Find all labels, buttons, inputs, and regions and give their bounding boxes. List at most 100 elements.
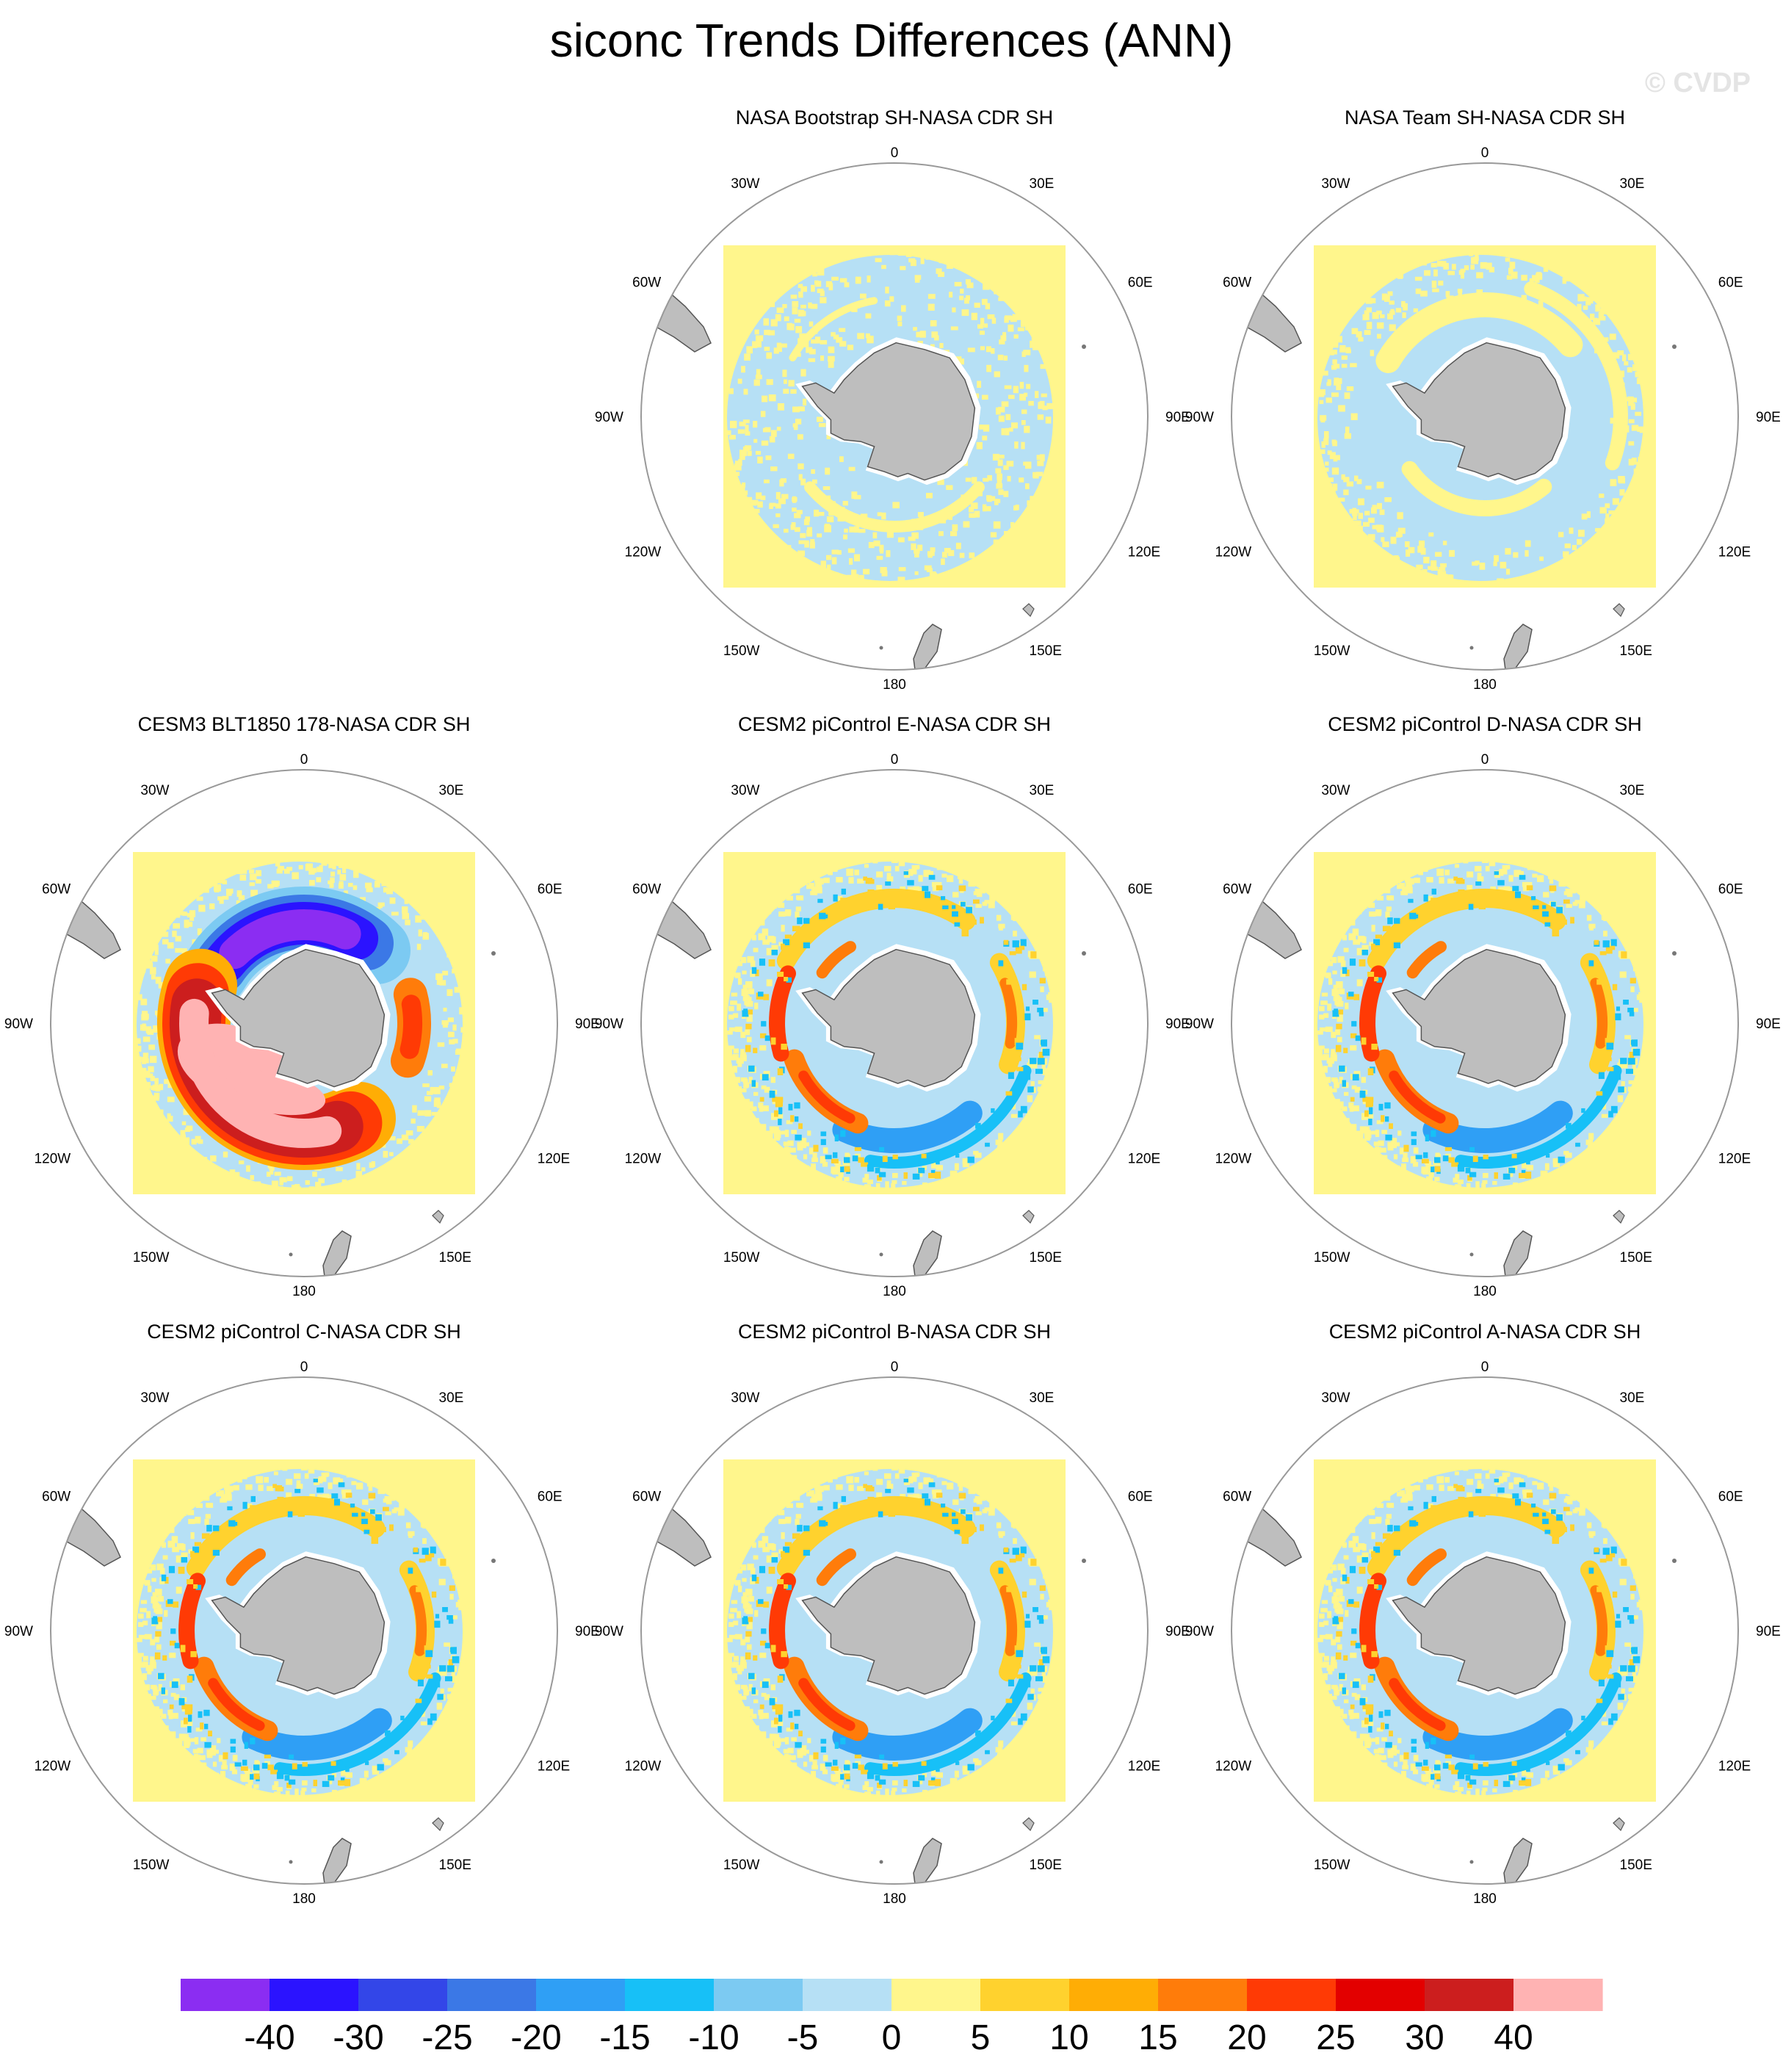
colorbar-swatch bbox=[1425, 1979, 1514, 2011]
meridian-label: 90E bbox=[1756, 1624, 1781, 1639]
antarctica-land bbox=[801, 948, 976, 1088]
meridian-label: 150W bbox=[1314, 643, 1350, 659]
meridian-label: 30E bbox=[1620, 176, 1645, 192]
meridian-label: 180 bbox=[1473, 677, 1497, 693]
colorbar-swatch bbox=[1069, 1979, 1159, 2011]
cvdp-watermark: © CVDP bbox=[1644, 68, 1751, 98]
meridian-label: 30W bbox=[1321, 783, 1350, 798]
meridian-label: 60E bbox=[1128, 275, 1153, 291]
meridian-label: 30E bbox=[1030, 1390, 1055, 1406]
meridian-label: 150E bbox=[1620, 1250, 1652, 1266]
meridian-label: 90W bbox=[4, 1017, 33, 1032]
meridian-label: 0 bbox=[1481, 145, 1489, 161]
meridian-label: 60W bbox=[42, 1490, 70, 1505]
meridian-label: 0 bbox=[891, 1360, 899, 1375]
meridian-label: 0 bbox=[300, 752, 308, 768]
map-panel: 0 30E 60E 90E 120E 150E 180 150W 120W 90W 60W 30W CE… bbox=[595, 713, 1190, 1299]
meridian-label: 180 bbox=[1473, 1284, 1497, 1299]
colorbar-label: -40 bbox=[244, 2018, 294, 2057]
antarctica-land bbox=[801, 1556, 976, 1695]
antarctica-land bbox=[801, 342, 976, 481]
antarctica-land bbox=[1392, 1556, 1566, 1695]
meridian-label: 120E bbox=[1718, 545, 1751, 560]
new-zealand-land bbox=[913, 624, 942, 670]
colorbar-label: 10 bbox=[1049, 2018, 1088, 2057]
colorbar-label: -15 bbox=[599, 2018, 650, 2057]
panel-title: NASA Team SH-NASA CDR SH bbox=[1345, 107, 1625, 129]
map-frame bbox=[1231, 162, 1739, 671]
map-panel: 0 30E 60E 90E 120E 150E 180 150W 120W 90W 60W 30W CE… bbox=[4, 1321, 600, 1907]
meridian-label: 180 bbox=[883, 677, 906, 693]
colorbar-swatch bbox=[270, 1979, 359, 2011]
meridian-label: 120E bbox=[1718, 1759, 1751, 1775]
new-zealand-land bbox=[322, 1230, 352, 1277]
meridian-label: 90W bbox=[1185, 1017, 1214, 1032]
panel-title: CESM2 piControl E-NASA CDR SH bbox=[738, 713, 1051, 735]
ice-trend-field bbox=[723, 245, 1066, 588]
meridian-label: 150W bbox=[1314, 1250, 1350, 1266]
new-zealand-land bbox=[1503, 1838, 1533, 1884]
colorbar-label: -5 bbox=[787, 2018, 819, 2057]
meridian-label: 30W bbox=[1321, 176, 1350, 192]
meridian-label: 30E bbox=[1620, 1390, 1645, 1406]
meridian-label: 150E bbox=[439, 1250, 471, 1266]
meridian-label: 120E bbox=[1128, 545, 1160, 560]
meridian-label: 120W bbox=[1215, 1759, 1252, 1775]
map-panel: 0 30E 60E 90E 120E 150E 180 150W 120W 90W 60W 30W CE… bbox=[595, 1321, 1190, 1907]
antarctica-land bbox=[211, 948, 386, 1088]
colorbar-swatch bbox=[803, 1979, 892, 2011]
colorbar-label: 30 bbox=[1405, 2018, 1444, 2057]
new-zealand-land bbox=[1503, 1230, 1533, 1277]
meridian-label: 150E bbox=[1620, 643, 1652, 659]
colorbar-label: 40 bbox=[1494, 2018, 1533, 2057]
meridian-label: 150E bbox=[1030, 643, 1062, 659]
meridian-label: 90E bbox=[1165, 1017, 1190, 1032]
colorbar-swatch bbox=[714, 1979, 803, 2011]
antarctica-land bbox=[1392, 948, 1566, 1088]
colorbar-swatch bbox=[980, 1979, 1070, 2011]
meridian-label: 0 bbox=[891, 145, 899, 161]
meridian-label: 60E bbox=[1718, 882, 1743, 898]
meridian-label: 0 bbox=[300, 1360, 308, 1375]
map-frame bbox=[640, 769, 1149, 1277]
meridian-label: 150E bbox=[1620, 1858, 1652, 1873]
meridian-label: 150W bbox=[1314, 1858, 1350, 1873]
map-panel: 0 30E 60E 90E 120E 150E 180 150W 120W 90W 60W 30W CE… bbox=[1185, 1321, 1781, 1907]
colorbar-label: -25 bbox=[422, 2018, 472, 2057]
meridian-label: 30W bbox=[1321, 1390, 1350, 1406]
colorbar-swatch bbox=[1336, 1979, 1425, 2011]
map-frame bbox=[50, 769, 558, 1277]
meridian-label: 90E bbox=[575, 1017, 600, 1032]
meridian-label: 120W bbox=[1215, 545, 1252, 560]
meridian-label: 180 bbox=[883, 1284, 906, 1299]
meridian-label: 60W bbox=[1223, 1490, 1251, 1505]
meridian-label: 60W bbox=[632, 275, 661, 291]
colorbar-swatch bbox=[1513, 1979, 1603, 2011]
colorbar-swatch bbox=[181, 1979, 270, 2011]
colorbar-label: 5 bbox=[971, 2018, 991, 2057]
meridian-label: 180 bbox=[292, 1284, 316, 1299]
meridian-label: 120E bbox=[538, 1152, 570, 1167]
meridian-label: 90E bbox=[1165, 1624, 1190, 1639]
meridian-label: 60W bbox=[42, 882, 70, 898]
panel-title: NASA Bootstrap SH-NASA CDR SH bbox=[736, 107, 1053, 129]
map-panel: 0 30E 60E 90E 120E 150E 180 150W 120W 90W 60W 30W NA… bbox=[595, 107, 1190, 693]
meridian-label: 120W bbox=[35, 1759, 71, 1775]
meridian-label: 150W bbox=[723, 1250, 760, 1266]
meridian-label: 180 bbox=[292, 1891, 316, 1907]
meridian-label: 30W bbox=[731, 1390, 759, 1406]
meridian-label: 60E bbox=[538, 1490, 563, 1505]
meridian-label: 120W bbox=[625, 545, 662, 560]
meridian-label: 120E bbox=[538, 1759, 570, 1775]
meridian-label: 90W bbox=[595, 410, 623, 425]
colorbar-swatch bbox=[536, 1979, 626, 2011]
meridian-label: 30W bbox=[140, 783, 169, 798]
meridian-label: 150E bbox=[1030, 1858, 1062, 1873]
meridian-label: 60E bbox=[1128, 882, 1153, 898]
meridian-label: 90E bbox=[1756, 1017, 1781, 1032]
meridian-label: 150E bbox=[1030, 1250, 1062, 1266]
meridian-label: 60E bbox=[1718, 1490, 1743, 1505]
meridian-label: 30E bbox=[1030, 783, 1055, 798]
map-panel: 0 30E 60E 90E 120E 150E 180 150W 120W 90W 60W 30W CE… bbox=[4, 713, 600, 1299]
meridian-label: 60W bbox=[1223, 275, 1251, 291]
